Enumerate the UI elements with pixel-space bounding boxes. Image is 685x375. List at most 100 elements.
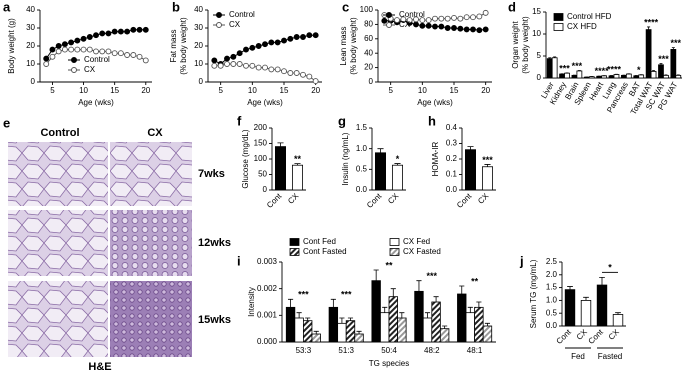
marker [130, 26, 137, 33]
marker [93, 48, 99, 55]
marker [312, 32, 319, 39]
significance: *** [341, 290, 352, 300]
y-tick-label: 0.0 [446, 185, 458, 194]
marker [124, 28, 131, 35]
bar [302, 320, 313, 343]
bar [613, 74, 620, 79]
bar [645, 29, 652, 79]
x-tick-label: CX [386, 191, 401, 206]
marker [211, 62, 218, 69]
bar [580, 299, 592, 327]
x-tick-label: 20 [311, 86, 320, 95]
error-bar [567, 286, 573, 290]
marker [425, 22, 432, 29]
significance: * [608, 263, 612, 273]
marker [413, 21, 419, 28]
panel-letter: i [237, 253, 241, 268]
y-tick-label: 80 [364, 20, 373, 29]
bar [311, 333, 321, 343]
x-tick-label: Cont [265, 191, 284, 210]
bar [601, 75, 607, 79]
y-tick-label: 0.2 [446, 154, 458, 163]
y-tick-label: 1.5 [356, 123, 368, 132]
bar [559, 73, 565, 79]
legend-marker [216, 12, 222, 18]
y-tick-label: 0 [537, 73, 542, 82]
marker [74, 46, 81, 53]
marker [451, 25, 457, 31]
x-tick-label: 20 [481, 86, 490, 95]
marker [400, 16, 407, 23]
legend-swatch [389, 238, 400, 246]
marker [394, 17, 400, 24]
legend-label: Control [229, 10, 255, 19]
marker [287, 70, 294, 76]
legend-label: CX [84, 65, 96, 74]
significance: **** [607, 65, 622, 75]
x-tick-label: 48:1 [467, 346, 483, 355]
marker [425, 17, 432, 24]
x-tick-label: Cont [455, 191, 474, 210]
error-bar [548, 57, 552, 59]
x-tick-label: 53:3 [296, 346, 312, 355]
significance: *** [671, 38, 682, 48]
marker [136, 26, 143, 33]
error-bar [382, 306, 388, 313]
x-tick-label: 5 [218, 86, 223, 95]
y-axis-label: HOMA-IR [431, 141, 440, 176]
error-bar [467, 146, 474, 150]
y-tick-label: 40 [194, 5, 203, 14]
panel-letter: h [428, 113, 436, 128]
y-tick-label: 15 [532, 7, 541, 16]
marker [306, 32, 313, 39]
significance: ** [471, 276, 479, 286]
bar [431, 301, 441, 343]
bar [650, 71, 657, 79]
y-axis-label: Intensity [247, 287, 256, 317]
marker [99, 30, 106, 37]
marker [55, 48, 62, 55]
marker [262, 41, 268, 48]
y-tick-label: 0.001 [257, 310, 278, 319]
marker [255, 64, 262, 71]
bar [481, 166, 493, 191]
error-bar [347, 317, 354, 321]
bar [596, 284, 608, 327]
stain-label: H&E [88, 361, 111, 373]
error-bar [305, 317, 311, 321]
marker [105, 30, 112, 37]
y-tick-label: 2.5 [546, 257, 558, 266]
legend-label: CX Fasted [403, 247, 441, 256]
x-axis-label: Age (wks) [78, 98, 114, 107]
significance: *** [482, 155, 493, 165]
bar [551, 57, 558, 79]
legend-label: Control [399, 10, 425, 19]
column-label: CX [147, 127, 163, 139]
marker [99, 48, 106, 55]
marker [482, 9, 489, 16]
x-tick-label: 48:2 [424, 346, 440, 355]
error-bar [476, 301, 482, 308]
bar [457, 293, 467, 343]
bar [274, 146, 286, 191]
error-bar [599, 276, 605, 286]
error-bar [390, 288, 396, 297]
marker [224, 61, 230, 67]
marker [274, 66, 281, 73]
y-axis-label: Body weight (g) [7, 18, 16, 74]
marker [217, 62, 224, 69]
error-bar [484, 322, 491, 326]
x-tick-label: 15 [280, 86, 289, 95]
y-axis-label: (% body weight) [521, 16, 530, 74]
legend-marker [71, 67, 77, 73]
row-label: 15wks [198, 314, 231, 326]
group-label: Fasted [598, 352, 622, 361]
panel-letter: c [342, 0, 349, 14]
marker [236, 61, 243, 67]
bar [564, 289, 576, 327]
panel-letter: f [237, 113, 242, 128]
column-label: Control [40, 127, 79, 139]
error-bar [394, 163, 401, 166]
